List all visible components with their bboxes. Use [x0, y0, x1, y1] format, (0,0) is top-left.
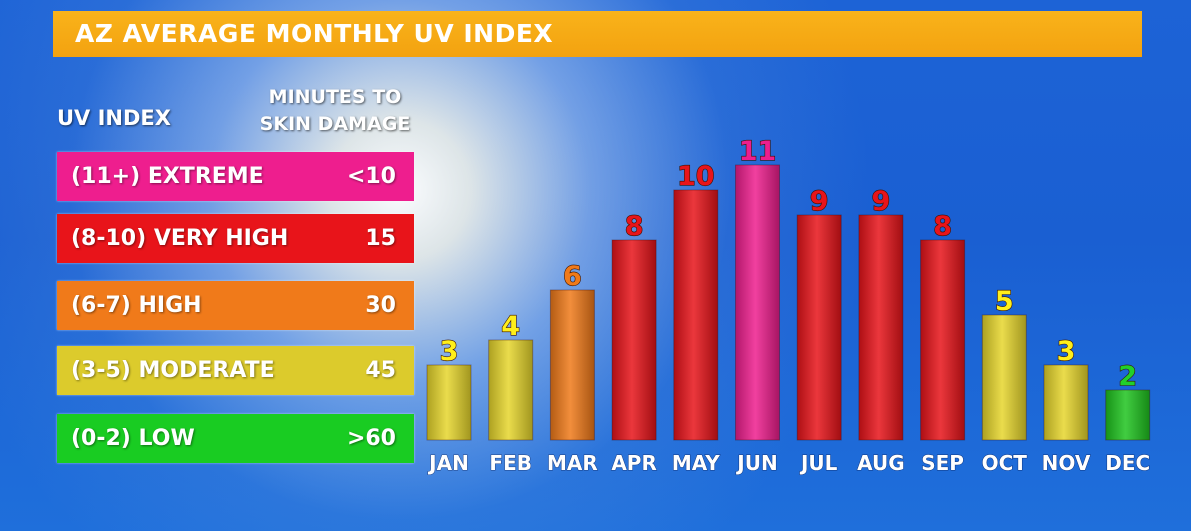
legend-minutes: >60 — [346, 426, 396, 451]
value-label-apr: 8 — [625, 211, 644, 242]
chart-title: AZ AVERAGE MONTHLY UV INDEX — [75, 19, 554, 48]
bar-nov — [1043, 364, 1089, 441]
bar-jun — [735, 164, 780, 441]
value-label-dec: 2 — [1118, 361, 1137, 392]
bar-feb — [488, 339, 534, 441]
legend-minutes: 30 — [365, 293, 396, 318]
value-label-jul: 9 — [810, 186, 829, 217]
value-label-aug: 9 — [872, 186, 891, 217]
legend-row-extreme: (11+) EXTREME <10 — [57, 152, 414, 201]
bar-jan — [426, 364, 472, 441]
uv-index-header: UV INDEX — [57, 106, 171, 130]
legend-row-high: (6-7) HIGH 30 — [57, 281, 414, 330]
value-label-nov: 3 — [1057, 336, 1076, 367]
month-label-jun: JUN — [735, 451, 777, 475]
month-label-jan: JAN — [427, 451, 469, 475]
bar-oct — [981, 314, 1027, 441]
bar-apr — [611, 239, 657, 441]
legend-row-very-high: (8-10) VERY HIGH 15 — [57, 214, 414, 263]
legend-row-moderate: (3-5) MODERATE 45 — [57, 346, 414, 395]
value-label-mar: 6 — [563, 261, 582, 292]
value-label-feb: 4 — [501, 311, 520, 342]
legend-label: (11+) EXTREME — [71, 164, 264, 189]
legend-label: (3-5) MODERATE — [71, 358, 275, 383]
value-label-may: 10 — [677, 161, 715, 192]
value-label-jan: 3 — [440, 336, 459, 367]
month-label-nov: NOV — [1042, 451, 1091, 475]
legend-minutes: <10 — [346, 164, 396, 189]
legend-minutes: 45 — [365, 358, 396, 383]
bar-jul — [796, 214, 842, 441]
legend-row-low: (0-2) LOW >60 — [57, 414, 414, 463]
bar-sep — [920, 239, 966, 441]
month-label-oct: OCT — [982, 451, 1028, 475]
month-label-may: MAY — [672, 451, 720, 475]
value-label-oct: 5 — [995, 286, 1014, 317]
value-label-jun: 11 — [739, 136, 777, 167]
legend-label: (6-7) HIGH — [71, 293, 202, 318]
bar-mar — [549, 289, 595, 441]
legend-label: (8-10) VERY HIGH — [71, 226, 289, 251]
bar-dec — [1105, 389, 1151, 441]
minutes-header: MINUTES TO SKIN DAMAGE — [250, 84, 420, 138]
bar-aug — [858, 214, 904, 441]
legend-minutes: 15 — [365, 226, 396, 251]
title-bar: AZ AVERAGE MONTHLY UV INDEX — [53, 11, 1142, 57]
minutes-header-line2: SKIN DAMAGE — [259, 113, 411, 135]
month-label-sep: SEP — [921, 451, 964, 475]
month-label-feb: FEB — [489, 451, 532, 475]
month-label-apr: APR — [611, 451, 657, 475]
value-label-sep: 8 — [933, 211, 952, 242]
month-label-mar: MAR — [547, 451, 598, 475]
legend-label: (0-2) LOW — [71, 426, 195, 451]
minutes-header-line1: MINUTES TO — [268, 86, 402, 108]
bar-may — [673, 189, 719, 441]
month-label-dec: DEC — [1105, 451, 1150, 475]
month-label-jul: JUL — [799, 451, 838, 475]
month-label-aug: AUG — [857, 451, 905, 475]
